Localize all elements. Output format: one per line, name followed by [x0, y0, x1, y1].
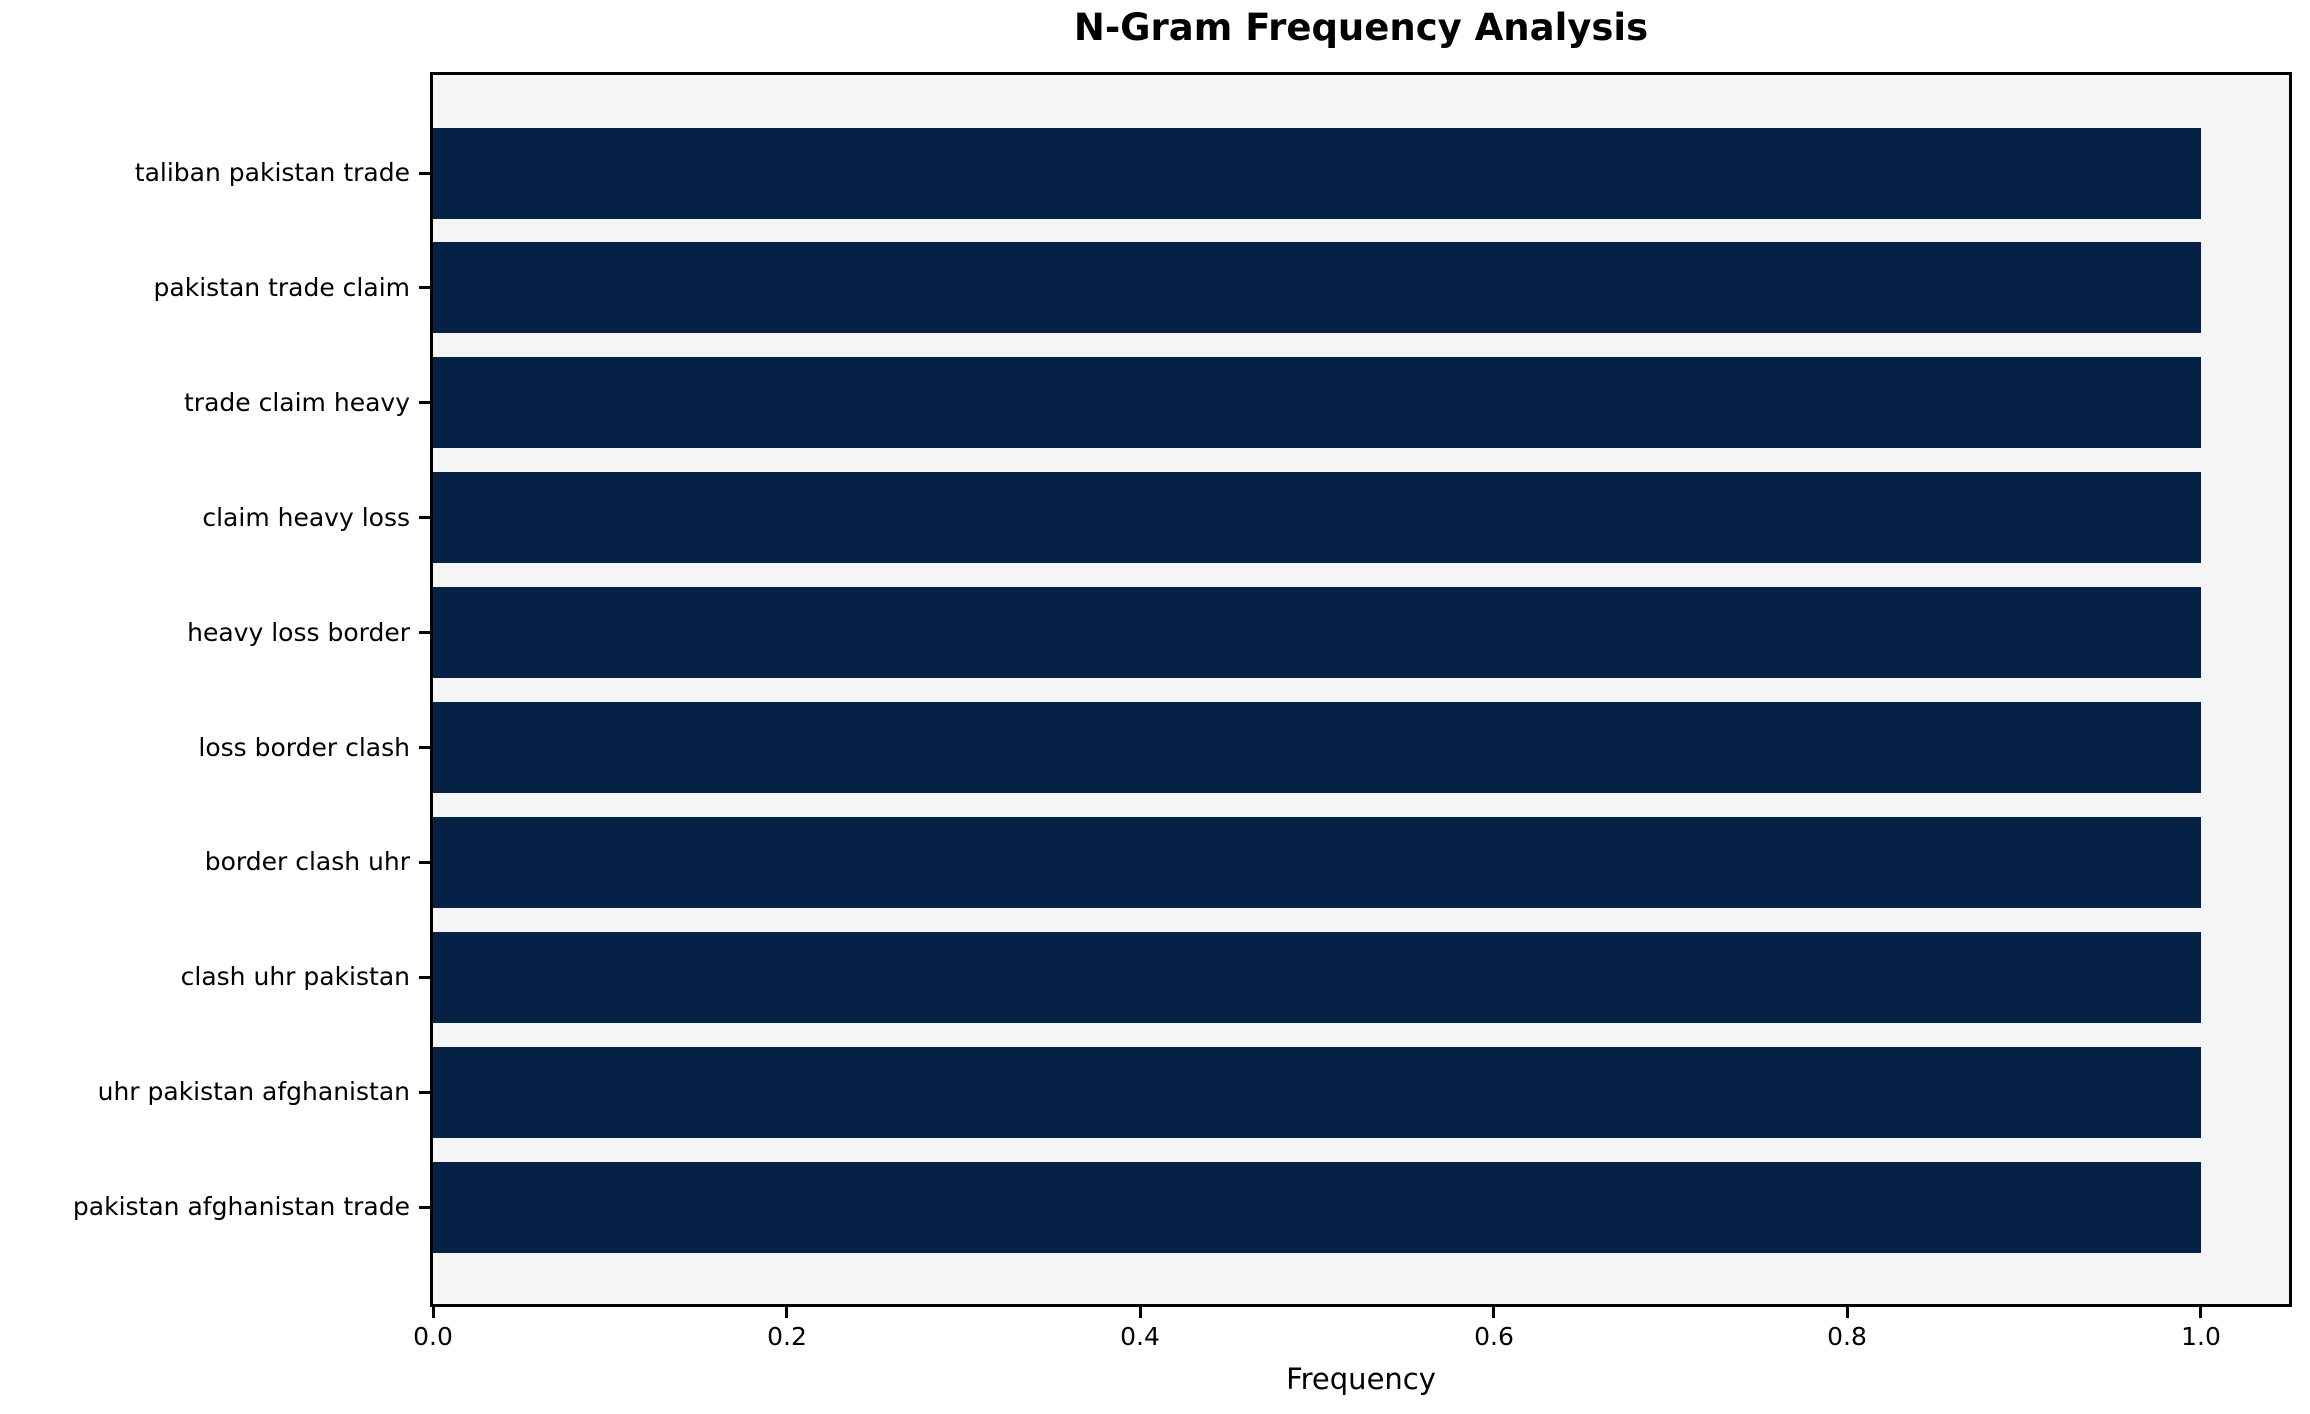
y-tick-label: pakistan trade claim: [153, 273, 410, 302]
y-tick-label: uhr pakistan afghanistan: [97, 1077, 410, 1106]
bar: [433, 817, 2201, 908]
y-tick-label: claim heavy loss: [202, 503, 410, 532]
y-tick-label: pakistan afghanistan trade: [72, 1192, 410, 1221]
y-tick-mark: [419, 516, 430, 519]
bar: [433, 1047, 2201, 1138]
bar: [433, 242, 2201, 333]
x-tick-mark: [1492, 1307, 1495, 1318]
plot-area: [430, 72, 2292, 1307]
bar: [433, 932, 2201, 1023]
x-tick-label: 1.0: [2181, 1322, 2221, 1351]
y-tick-mark: [419, 172, 430, 175]
x-tick-mark: [2199, 1307, 2202, 1318]
y-tick-mark: [419, 976, 430, 979]
bar: [433, 472, 2201, 563]
x-tick-label: 0.6: [1474, 1322, 1514, 1351]
bar: [433, 128, 2201, 219]
x-axis-label: Frequency: [1286, 1362, 1436, 1396]
bar: [433, 587, 2201, 678]
y-tick-mark: [419, 401, 430, 404]
y-tick-mark: [419, 1206, 430, 1209]
y-tick-label: border clash uhr: [204, 847, 410, 876]
x-tick-mark: [1846, 1307, 1849, 1318]
x-tick-mark: [1139, 1307, 1142, 1318]
x-tick-mark: [432, 1307, 435, 1318]
bar: [433, 357, 2201, 448]
y-tick-mark: [419, 746, 430, 749]
y-tick-label: clash uhr pakistan: [180, 962, 410, 991]
chart-title: N-Gram Frequency Analysis: [1073, 6, 1649, 49]
x-tick-label: 0.8: [1827, 1322, 1867, 1351]
y-tick-label: taliban pakistan trade: [134, 158, 410, 187]
bar: [433, 702, 2201, 793]
y-tick-label: trade claim heavy: [184, 388, 410, 417]
y-tick-label: loss border clash: [198, 733, 410, 762]
x-tick-label: 0.4: [1120, 1322, 1160, 1351]
bar: [433, 1162, 2201, 1253]
x-tick-label: 0.0: [413, 1322, 453, 1351]
y-tick-mark: [419, 861, 430, 864]
y-tick-mark: [419, 1091, 430, 1094]
x-tick-label: 0.2: [767, 1322, 807, 1351]
y-tick-mark: [419, 631, 430, 634]
y-tick-label: heavy loss border: [187, 618, 410, 647]
y-tick-mark: [419, 286, 430, 289]
x-tick-mark: [785, 1307, 788, 1318]
